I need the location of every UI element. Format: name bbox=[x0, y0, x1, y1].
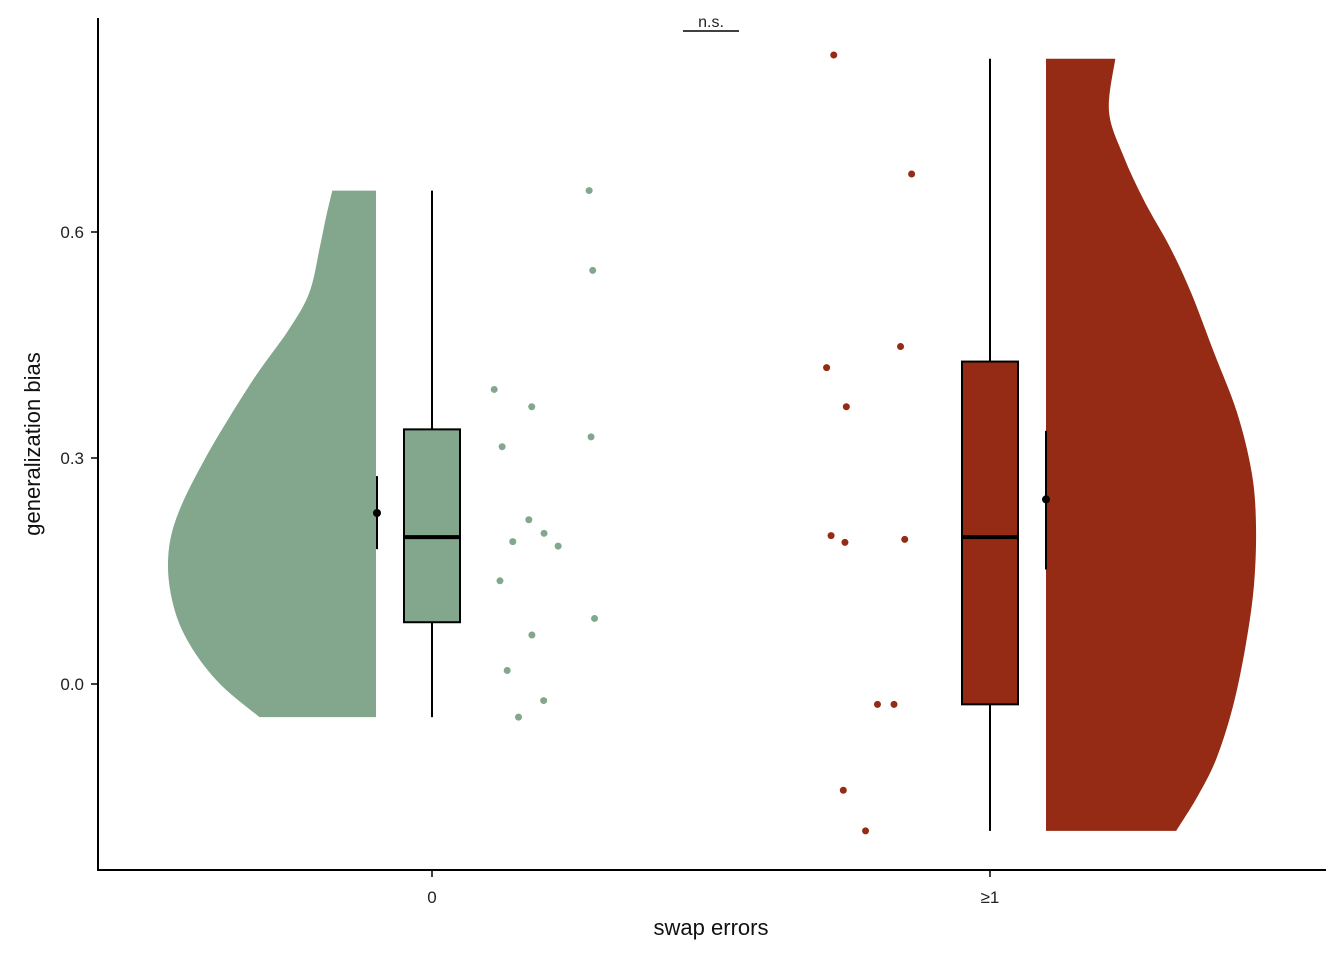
points-layer bbox=[490, 51, 916, 835]
box-iqr bbox=[403, 428, 461, 624]
y-tick-label: 0.6 bbox=[60, 223, 84, 242]
data-point bbox=[503, 666, 511, 674]
x-axis-title: swap errors bbox=[654, 915, 769, 940]
data-point bbox=[585, 187, 593, 195]
significance-label: n.s. bbox=[698, 14, 724, 31]
density-layer bbox=[167, 58, 1257, 831]
y-tick-label: 0.3 bbox=[60, 449, 84, 468]
data-point bbox=[589, 266, 597, 274]
data-point bbox=[509, 538, 517, 546]
mean-point bbox=[373, 508, 381, 517]
x-tick-label: ≥1 bbox=[981, 888, 1000, 907]
significance-annotation: n.s. bbox=[683, 14, 739, 32]
data-point bbox=[528, 631, 536, 639]
data-point bbox=[890, 700, 898, 708]
y-axis-title: generalization bias bbox=[20, 352, 45, 535]
data-point bbox=[839, 786, 847, 794]
data-point bbox=[498, 443, 506, 451]
data-point bbox=[540, 529, 548, 537]
data-point bbox=[528, 403, 536, 411]
data-point bbox=[823, 364, 831, 372]
x-tick-label: 0 bbox=[427, 888, 436, 907]
data-point bbox=[525, 516, 533, 524]
box-iqr bbox=[961, 360, 1019, 706]
data-point bbox=[897, 343, 905, 351]
mean-layer bbox=[373, 430, 1050, 570]
data-point bbox=[830, 51, 838, 59]
y-ticks: 0.0 0.3 0.6 bbox=[60, 223, 98, 694]
data-point bbox=[490, 385, 498, 393]
mean-point bbox=[1042, 495, 1050, 504]
axes-layer bbox=[97, 18, 1326, 871]
data-point bbox=[827, 532, 835, 540]
x-ticks: 0 ≥1 bbox=[427, 870, 999, 907]
data-point bbox=[587, 433, 595, 441]
y-tick-label: 0.0 bbox=[60, 675, 84, 694]
data-point bbox=[591, 614, 599, 622]
data-point bbox=[496, 577, 504, 585]
boxplot-layer bbox=[403, 58, 1019, 831]
data-point bbox=[908, 170, 916, 178]
data-point bbox=[515, 713, 523, 721]
density-cloud bbox=[167, 190, 376, 718]
data-point bbox=[554, 542, 562, 550]
data-point bbox=[842, 403, 850, 411]
data-point bbox=[540, 697, 548, 705]
data-point bbox=[901, 535, 909, 543]
data-point bbox=[841, 538, 849, 546]
data-point bbox=[873, 700, 881, 708]
data-point bbox=[862, 827, 870, 835]
density-cloud bbox=[1046, 58, 1257, 831]
